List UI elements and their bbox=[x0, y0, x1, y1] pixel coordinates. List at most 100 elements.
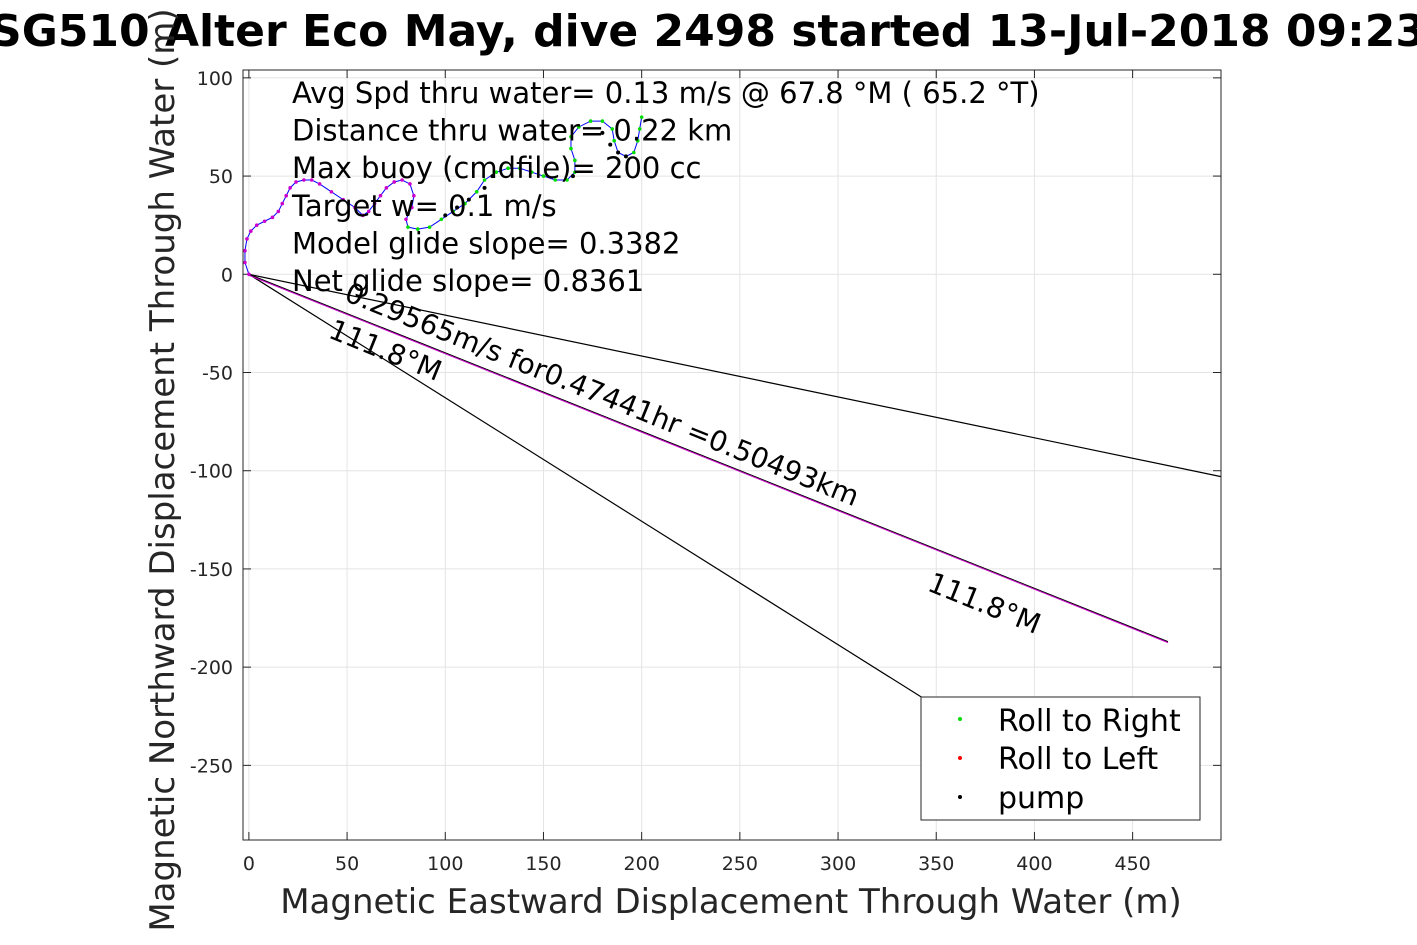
track-point bbox=[288, 186, 292, 190]
annotation-line: Target w= 0.1 m/s bbox=[291, 189, 557, 223]
y-tick-label: 50 bbox=[209, 166, 233, 188]
track-point bbox=[553, 178, 558, 182]
y-tick-label: -200 bbox=[190, 657, 233, 679]
x-tick-label: 50 bbox=[335, 853, 359, 875]
pump-point bbox=[482, 185, 487, 190]
track-point bbox=[243, 260, 247, 265]
track-point bbox=[569, 134, 573, 139]
track-point bbox=[284, 193, 289, 198]
track-point bbox=[600, 119, 605, 123]
track-point bbox=[366, 209, 371, 214]
track-point bbox=[415, 227, 420, 231]
track-point bbox=[463, 201, 467, 206]
track-point bbox=[612, 138, 616, 143]
y-tick-label: -250 bbox=[190, 755, 233, 777]
track-point bbox=[245, 237, 249, 241]
y-tick-label: 0 bbox=[221, 264, 233, 286]
track-point bbox=[408, 182, 412, 186]
x-tick-label: 300 bbox=[820, 853, 856, 875]
track-point bbox=[406, 225, 410, 229]
dive-track bbox=[243, 115, 644, 277]
legend-box bbox=[920, 696, 1201, 821]
track-point bbox=[254, 223, 259, 227]
track-point bbox=[276, 209, 281, 214]
track-point bbox=[482, 178, 487, 182]
track-point bbox=[541, 174, 546, 178]
track-point bbox=[280, 201, 285, 206]
y-ticks: 100 50 0 -50 -100 -150 -200 -250 bbox=[190, 68, 1221, 777]
x-tick-label: 200 bbox=[624, 853, 660, 875]
annotation-line: Max buoy (cmdfile)= 200 cc bbox=[292, 151, 701, 185]
pump-point bbox=[490, 174, 495, 179]
x-tick-label: 400 bbox=[1016, 853, 1052, 875]
track-point bbox=[577, 125, 581, 129]
heading-line bbox=[248, 273, 937, 707]
track-point bbox=[632, 150, 636, 155]
track-point bbox=[565, 178, 569, 182]
track-point bbox=[329, 189, 334, 194]
track-point bbox=[294, 180, 298, 184]
track-point bbox=[392, 180, 397, 184]
track-point bbox=[427, 225, 432, 229]
heading-line bbox=[248, 273, 1222, 478]
track-point bbox=[302, 178, 306, 182]
track-point bbox=[341, 197, 345, 202]
x-tick-label: 150 bbox=[525, 853, 561, 875]
x-ticks: 0 50 100 150 200 250 300 350 400 450 bbox=[243, 70, 1151, 875]
track-point bbox=[317, 182, 322, 186]
legend-marker-pump bbox=[958, 795, 962, 799]
pump-point bbox=[466, 197, 471, 202]
axes-box bbox=[242, 69, 1222, 841]
y-axis-label: Magnetic Northward Displacement Through … bbox=[143, 8, 183, 931]
track-point bbox=[639, 115, 644, 119]
track-point bbox=[262, 219, 267, 224]
x-tick-label: 450 bbox=[1114, 853, 1150, 875]
legend: Roll to Right Roll to Left pump bbox=[920, 696, 1201, 821]
track-point bbox=[569, 146, 573, 151]
x-tick-label: 100 bbox=[427, 853, 463, 875]
x-tick-label: 350 bbox=[918, 853, 954, 875]
pump-point bbox=[455, 205, 460, 210]
track-point bbox=[378, 193, 383, 198]
legend-roll-right: Roll to Right bbox=[998, 704, 1181, 739]
x-tick-label: 0 bbox=[243, 853, 255, 875]
track-point bbox=[573, 158, 577, 163]
track-point bbox=[309, 178, 314, 182]
track-point bbox=[474, 189, 479, 194]
track-point bbox=[400, 178, 404, 182]
y-tick-label: -100 bbox=[190, 461, 233, 483]
legend-pump: pump bbox=[998, 781, 1084, 816]
annotation-line: Net glide slope= 0.8361 bbox=[292, 264, 644, 298]
track-point bbox=[529, 170, 534, 174]
pump-point bbox=[616, 150, 621, 155]
track-point bbox=[635, 138, 640, 143]
legend-marker-roll-left bbox=[958, 756, 962, 760]
x-axis-label: Magnetic Eastward Displacement Through W… bbox=[280, 882, 1182, 922]
pump-point bbox=[608, 142, 613, 147]
annotations: Avg Spd thru water= 0.13 m/s @ 67.8 °M (… bbox=[291, 76, 1040, 298]
legend-roll-left: Roll to Left bbox=[998, 742, 1158, 777]
current-line bbox=[248, 273, 1169, 643]
pump-point bbox=[443, 213, 448, 218]
track-point bbox=[451, 209, 455, 214]
track-point bbox=[360, 213, 365, 218]
track-point bbox=[518, 166, 522, 171]
track-point bbox=[637, 127, 642, 131]
track-point bbox=[404, 217, 408, 222]
track-point bbox=[412, 193, 416, 198]
annotation-line: Model glide slope= 0.3382 bbox=[292, 226, 680, 260]
track-point bbox=[384, 186, 389, 190]
track-point bbox=[494, 170, 499, 174]
pump-point bbox=[623, 154, 628, 159]
legend-marker-roll-right bbox=[958, 717, 962, 721]
x-tick-label: 250 bbox=[722, 853, 758, 875]
track-point bbox=[247, 272, 251, 277]
reference-lines bbox=[248, 273, 1222, 707]
track-point bbox=[588, 119, 593, 123]
annotation-line: Distance thru water= 0.22 km bbox=[292, 114, 732, 148]
track-point bbox=[573, 170, 577, 174]
annotation-line: Avg Spd thru water= 0.13 m/s @ 67.8 °M (… bbox=[292, 76, 1040, 110]
track-point bbox=[439, 217, 444, 222]
track-point bbox=[243, 248, 247, 253]
